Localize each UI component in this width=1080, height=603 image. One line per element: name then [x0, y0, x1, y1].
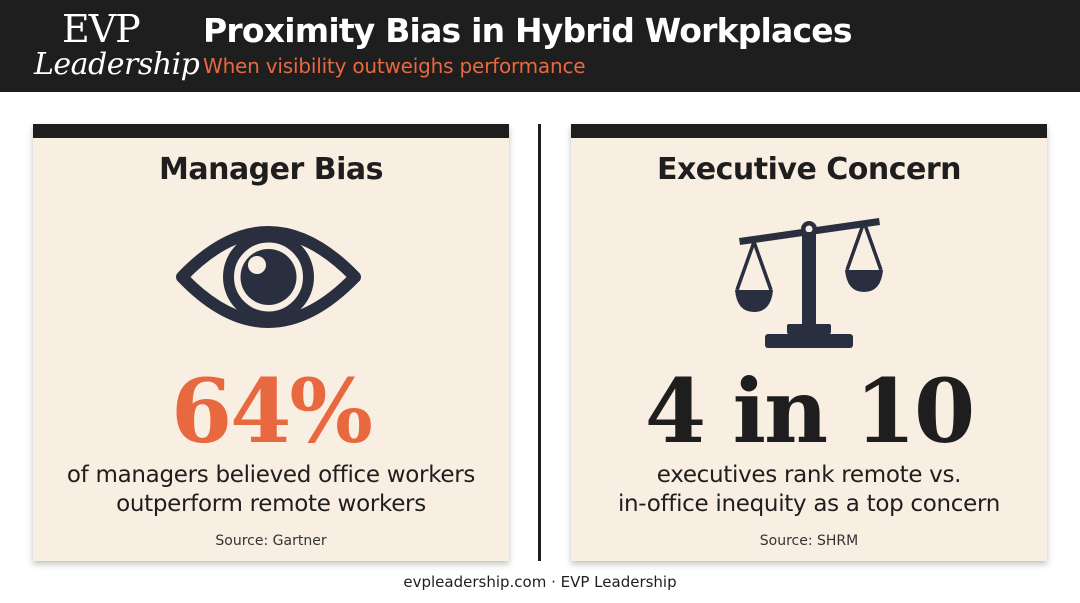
page-subtitle: When visibility outweighs performance — [203, 54, 586, 78]
stat-value: 4 in 10 — [644, 359, 975, 463]
manager-bias-card: Manager Bias 64% of managers believed of… — [33, 124, 509, 561]
description-line: of managers believed office workers — [66, 462, 476, 488]
card-top-bar — [33, 124, 509, 138]
executive-concern-card: Executive Concern 4 in 10 executives ran… — [571, 124, 1047, 561]
source-label: Source: SHRM — [759, 533, 859, 549]
stat-description: executives rank remote vs. in-office ine… — [571, 461, 1047, 519]
scale-icon — [735, 218, 883, 348]
page-title: Proximity Bias in Hybrid Workplaces — [203, 11, 853, 50]
eye-icon — [176, 226, 361, 328]
card-title: Executive Concern — [656, 152, 962, 187]
stat-value: 64% — [170, 359, 373, 463]
description-line: executives rank remote vs. — [656, 462, 962, 488]
footer-credit: evpleadership.com · EVP Leadership — [403, 573, 677, 591]
description-line: in-office inequity as a top concern — [617, 491, 1001, 517]
source-label: Source: Gartner — [215, 533, 327, 549]
card-top-bar — [571, 124, 1047, 138]
vertical-divider — [538, 124, 541, 561]
card-title: Manager Bias — [158, 152, 384, 187]
logo-leadership-text: Leadership — [34, 47, 200, 82]
header-bar: EVP Leadership Proximity Bias in Hybrid … — [0, 0, 1080, 92]
description-line: outperform remote workers — [116, 491, 426, 517]
stat-description: of managers believed office workers outp… — [33, 461, 509, 519]
logo-evp-text: EVP — [62, 7, 141, 51]
evp-leadership-logo: EVP Leadership — [34, 7, 200, 86]
